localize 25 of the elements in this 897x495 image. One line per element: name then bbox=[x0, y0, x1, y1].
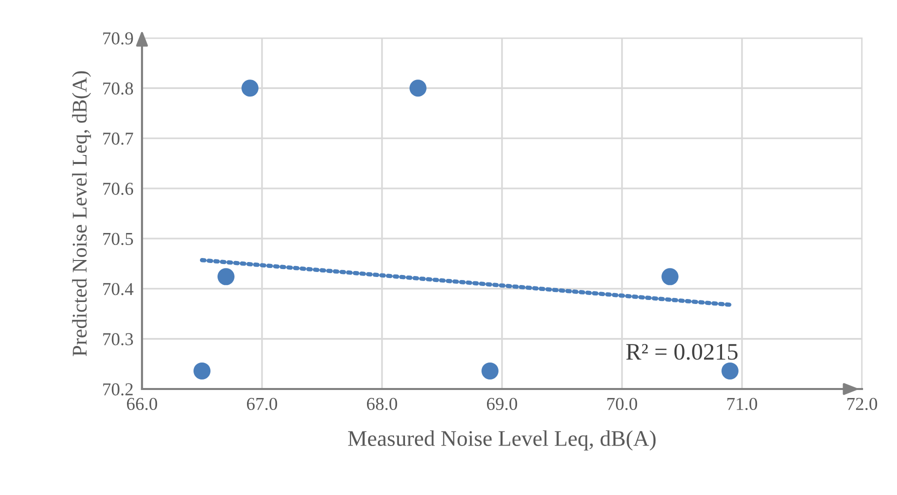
point bbox=[721, 362, 739, 380]
x-axis-title: Measured Noise Level Leq, dB(A) bbox=[348, 430, 656, 451]
x-tick-label: 66.0 bbox=[126, 398, 158, 410]
y-tick-label: 70.6 bbox=[103, 182, 134, 195]
point bbox=[217, 268, 235, 286]
y-tick-label: 70.2 bbox=[103, 383, 133, 396]
point bbox=[241, 80, 259, 97]
x-tick-label: 68.0 bbox=[366, 398, 398, 410]
x-tick-label: 69.0 bbox=[486, 398, 518, 410]
x-tick-label: 71.0 bbox=[727, 398, 758, 410]
annotation: R² = 0.0215 bbox=[626, 344, 738, 360]
x-tick-label: 67.0 bbox=[246, 398, 278, 410]
point bbox=[409, 80, 427, 97]
y-tick-label: 70.4 bbox=[103, 282, 134, 296]
point bbox=[481, 362, 499, 380]
y-tick-label: 70.3 bbox=[103, 333, 133, 346]
y-tick-label: 70.7 bbox=[103, 132, 134, 145]
x-tick-label: 70.0 bbox=[607, 398, 638, 410]
y-tick-label: 70.9 bbox=[103, 32, 133, 45]
y-tick-label: 70.8 bbox=[103, 82, 133, 95]
point bbox=[193, 362, 211, 380]
x-tick-label: 72.0 bbox=[847, 398, 878, 410]
point bbox=[661, 268, 679, 286]
y-axis-title: Predicted Noise Level Leq, dB(A) bbox=[72, 71, 91, 356]
y-tick-label: 70.5 bbox=[103, 232, 133, 246]
